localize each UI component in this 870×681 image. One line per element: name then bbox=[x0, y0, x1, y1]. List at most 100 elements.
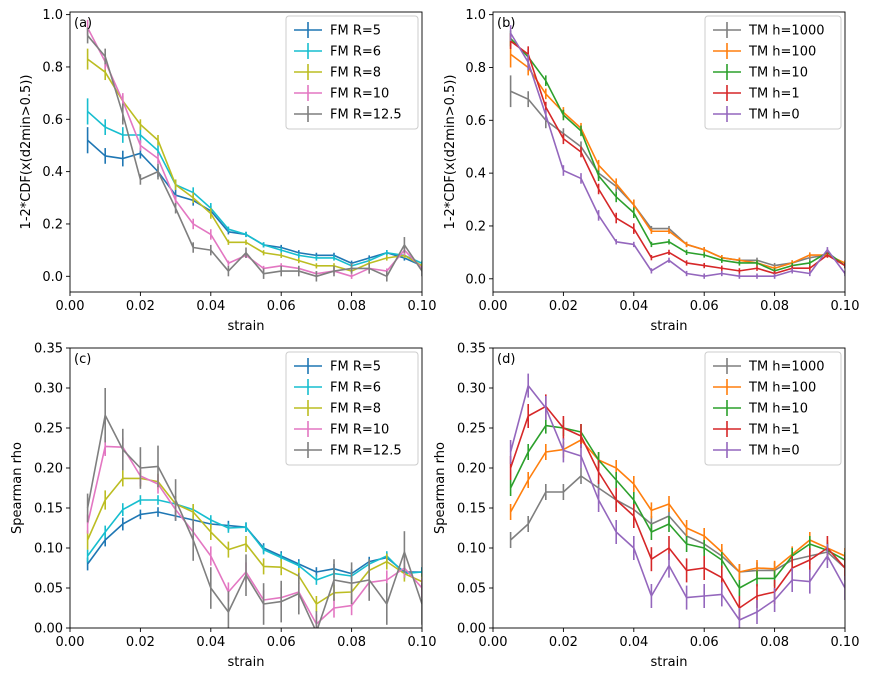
series-line bbox=[86, 27, 422, 278]
x-axis-label: strain bbox=[650, 655, 687, 670]
legend-frame bbox=[704, 351, 842, 466]
x-tick-label: 0.06 bbox=[690, 299, 719, 314]
series-tm-h-0 bbox=[509, 25, 845, 279]
axes-frame bbox=[69, 347, 423, 629]
legend-entry-label: TM h=0 bbox=[748, 108, 800, 123]
x-tick-label: 0.04 bbox=[619, 635, 648, 650]
series-line bbox=[86, 499, 422, 581]
panel-a: 0.00 0.02 0.04 0.06 0.08 0.10 0.0 0.2 0.4 0.6 0.8 1… bbox=[19, 8, 436, 334]
x-tick-label: 0.02 bbox=[549, 299, 578, 314]
axes-frame bbox=[492, 11, 846, 293]
axes-frame bbox=[492, 347, 846, 629]
x-tick-label: 0.10 bbox=[408, 635, 437, 650]
plot-area bbox=[86, 19, 422, 282]
series-line bbox=[509, 439, 845, 573]
series-line bbox=[86, 511, 422, 575]
series-fm-r-12-5 bbox=[86, 27, 422, 282]
legend-frame bbox=[285, 15, 419, 130]
legend-entry-label: TM h=100 bbox=[748, 45, 816, 60]
y-tick-label: 0.4 bbox=[42, 165, 63, 180]
legend-entry-label: TM h=10 bbox=[748, 402, 808, 417]
y-tick-label: 0.0 bbox=[465, 272, 486, 287]
y-tick-label: 0.20 bbox=[457, 462, 486, 477]
x-tick-label: 0.04 bbox=[619, 299, 648, 314]
x-tick-label: 0.06 bbox=[690, 635, 719, 650]
plot-area bbox=[509, 373, 845, 628]
x-tick-label: 0.02 bbox=[126, 299, 155, 314]
x-tick-label: 0.00 bbox=[56, 299, 85, 314]
series-line bbox=[510, 475, 845, 573]
y-tick-label: 0.6 bbox=[42, 113, 63, 128]
y-tick-label: 0.25 bbox=[457, 422, 486, 437]
panel-b: 0.00 0.02 0.04 0.06 0.08 0.10 0.0 0.2 0.4 0.6 0.8 1… bbox=[443, 8, 859, 334]
y-tick-label: 0.10 bbox=[34, 542, 63, 557]
x-axis-label: strain bbox=[227, 319, 264, 334]
legend-entry-label: TM h=0 bbox=[748, 444, 800, 459]
y-tick-label: 0.30 bbox=[457, 382, 486, 397]
y-tick-label: 0.8 bbox=[42, 60, 63, 75]
series-line bbox=[87, 110, 422, 267]
y-tick-label: 0.15 bbox=[34, 502, 63, 517]
y-tick-label: 0.30 bbox=[34, 382, 63, 397]
legend-entry-label: FM R=10 bbox=[330, 423, 389, 438]
y-tick-label: 0.8 bbox=[465, 61, 486, 76]
y-tick-label: 0.20 bbox=[34, 462, 63, 477]
y-axis-label: Spearman rho bbox=[433, 442, 448, 534]
panel-label: (c) bbox=[74, 352, 91, 367]
series-tm-h-1000 bbox=[509, 468, 845, 580]
legend-entry-label: TM h=100 bbox=[748, 381, 816, 396]
series-line bbox=[86, 445, 422, 625]
panel-label: (a) bbox=[74, 16, 92, 31]
y-axis-label: 1-2*CDF(x(d2min>0.5)) bbox=[443, 75, 458, 230]
legend: FM R=5 FM R=6 FM R=8 FM R=10 FM R=12.5 bbox=[285, 351, 419, 466]
x-tick-label: 0.02 bbox=[549, 635, 578, 650]
y-tick-label: 0.4 bbox=[465, 167, 486, 182]
y-tick-label: 0.00 bbox=[34, 622, 63, 637]
legend-frame bbox=[285, 351, 419, 466]
legend-entry-label: FM R=8 bbox=[330, 66, 381, 81]
y-tick-label: 0.10 bbox=[457, 542, 486, 557]
y-tick-label: 0.15 bbox=[457, 502, 486, 517]
series-line bbox=[510, 40, 845, 275]
y-tick-label: 0.05 bbox=[34, 582, 63, 597]
legend-entry-label: TM h=1000 bbox=[748, 360, 825, 375]
y-tick-label: 0.0 bbox=[42, 270, 63, 285]
y-tick-label: 0.00 bbox=[457, 622, 486, 637]
series-fm-r-6 bbox=[86, 495, 422, 585]
legend: TM h=1000 TM h=100 TM h=10 TM h=1 TM h=0 bbox=[704, 351, 842, 466]
y-tick-label: 0.2 bbox=[42, 217, 63, 232]
legend-frame bbox=[704, 15, 842, 130]
x-tick-label: 0.00 bbox=[479, 299, 508, 314]
y-axis-label: 1-2*CDF(x(d2min>0.5)) bbox=[19, 75, 34, 230]
y-tick-label: 0.35 bbox=[457, 342, 486, 357]
legend-entry-label: FM R=6 bbox=[330, 45, 381, 60]
x-tick-label: 0.08 bbox=[760, 635, 789, 650]
series-line bbox=[509, 384, 845, 621]
plot-area bbox=[509, 25, 845, 279]
axes-frame bbox=[69, 11, 423, 293]
panel-label: (b) bbox=[497, 16, 515, 31]
legend: TM h=1000 TM h=100 TM h=10 TM h=1 TM h=0 bbox=[704, 15, 842, 130]
y-tick-label: 0.25 bbox=[34, 422, 63, 437]
plot-area bbox=[86, 388, 422, 628]
y-tick-label: 0.6 bbox=[465, 114, 486, 129]
x-tick-label: 0.00 bbox=[56, 635, 85, 650]
legend-entry-label: FM R=8 bbox=[330, 402, 381, 417]
legend-entry-label: FM R=6 bbox=[330, 381, 381, 396]
legend-entry-label: FM R=5 bbox=[330, 24, 381, 39]
x-tick-label: 0.06 bbox=[267, 299, 296, 314]
legend-entry-label: TM h=10 bbox=[748, 66, 808, 81]
x-tick-label: 0.10 bbox=[831, 635, 860, 650]
series-line bbox=[510, 53, 845, 270]
x-tick-label: 0.04 bbox=[196, 299, 225, 314]
x-tick-label: 0.04 bbox=[196, 635, 225, 650]
legend: FM R=5 FM R=6 FM R=8 FM R=10 FM R=12.5 bbox=[285, 15, 419, 130]
legend-entry-label: FM R=10 bbox=[330, 87, 389, 102]
y-tick-label: 0.35 bbox=[34, 342, 63, 357]
panel-c: 0.00 0.02 0.04 0.06 0.08 0.10 0.00 0.05 0.10 0.15… bbox=[10, 342, 436, 671]
x-tick-label: 0.08 bbox=[337, 299, 366, 314]
series-line bbox=[86, 35, 422, 278]
legend-entry-label: TM h=1 bbox=[748, 87, 800, 102]
x-tick-label: 0.00 bbox=[479, 635, 508, 650]
series-fm-r-12-5 bbox=[86, 388, 422, 628]
